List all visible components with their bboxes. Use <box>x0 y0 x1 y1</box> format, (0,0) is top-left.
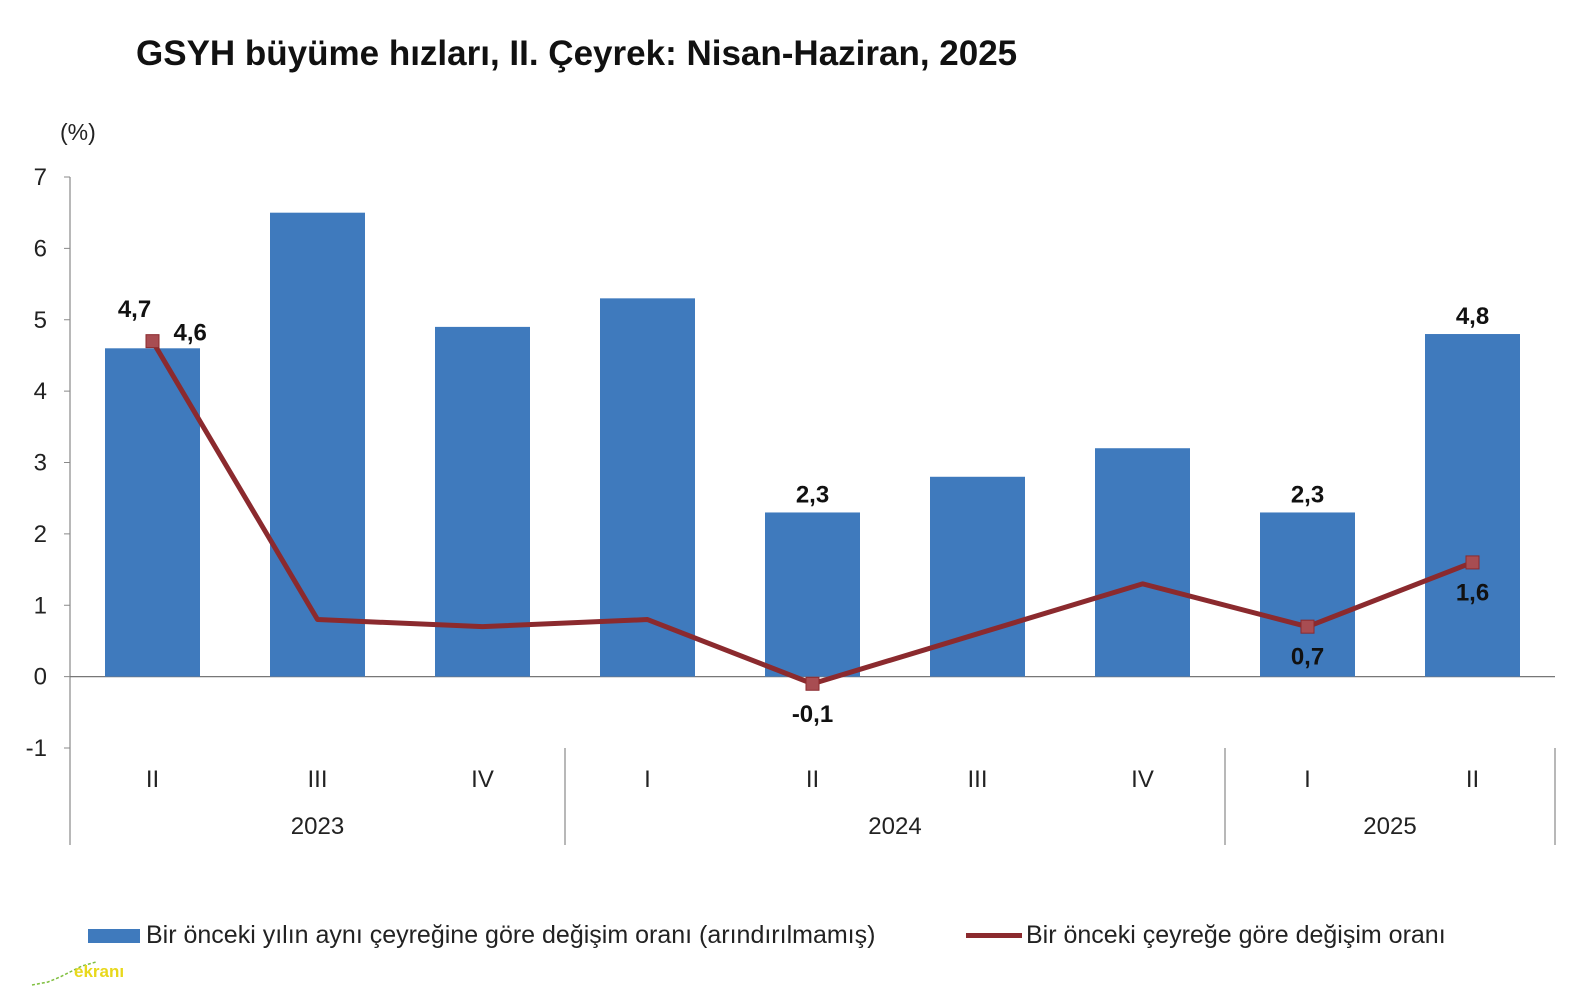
x-category-label: I <box>1304 766 1311 793</box>
line-data-label: 1,6 <box>1456 579 1489 606</box>
y-tick-label: 2 <box>34 521 47 548</box>
bar <box>270 212 365 677</box>
line-marker <box>145 334 160 349</box>
x-category-label: IV <box>471 766 494 793</box>
bar <box>105 348 200 677</box>
watermark-logo: ekranı <box>30 958 140 988</box>
x-category-label: I <box>644 766 651 793</box>
x-category-label: II <box>1466 766 1479 793</box>
legend-bar-label: Bir önceki yılın aynı çeyreğine göre değ… <box>146 921 876 949</box>
x-category-label: II <box>146 766 159 793</box>
line-marker <box>1465 555 1480 570</box>
bar <box>435 326 530 677</box>
line-data-label: 4,7 <box>118 296 151 323</box>
legend-item-line: Bir önceki çeyreğe göre değişim oranı <box>966 921 1446 950</box>
x-category-label: III <box>307 766 327 793</box>
y-axis-unit: (%) <box>60 119 96 145</box>
y-tick-label: 1 <box>34 592 47 619</box>
data-labels: 4,6 2,3 2,3 4,8 4,7 -0,1 0,7 1,6 <box>118 296 1489 728</box>
chart-title: GSYH büyüme hızları, II. Çeyrek: Nisan-H… <box>136 34 1018 73</box>
line-series <box>145 334 1480 691</box>
y-tick-label: 6 <box>34 235 47 262</box>
x-category-label: III <box>967 766 987 793</box>
bar-data-label: 4,6 <box>174 319 207 346</box>
bar-series <box>105 212 1520 677</box>
line-data-label: -0,1 <box>792 701 833 728</box>
bar-data-label: 4,8 <box>1456 303 1489 330</box>
legend-bar-swatch <box>88 928 140 943</box>
x-category-label: IV <box>1131 766 1154 793</box>
legend-line-swatch <box>966 933 1022 938</box>
bar <box>1095 448 1190 677</box>
legend-item-bar: Bir önceki yılın aynı çeyreğine göre değ… <box>88 921 875 950</box>
bar-data-label: 2,3 <box>1291 481 1324 508</box>
x-category-label: II <box>806 766 819 793</box>
bar <box>765 512 860 677</box>
y-tick-label: 0 <box>34 664 47 691</box>
legend-line-label: Bir önceki çeyreğe göre değişim oranı <box>1026 921 1446 949</box>
y-tick-label: 7 <box>34 164 47 191</box>
bar <box>600 298 695 677</box>
x-year-label: 2025 <box>1363 813 1416 840</box>
line-marker <box>1300 619 1315 634</box>
bar <box>930 476 1025 677</box>
watermark-text: ekranı <box>74 962 125 981</box>
bar-data-label: 2,3 <box>796 481 829 508</box>
x-year-label: 2023 <box>291 813 344 840</box>
y-tick-label: 5 <box>34 307 47 334</box>
bar <box>1425 334 1520 677</box>
x-year-label: 2024 <box>868 813 921 840</box>
y-tick-label: 4 <box>34 378 47 405</box>
y-tick-label: 3 <box>34 450 47 477</box>
watermark-graphic <box>31 961 97 986</box>
line-data-label: 0,7 <box>1291 644 1324 671</box>
line-marker <box>805 676 820 691</box>
bar <box>1260 512 1355 677</box>
y-tick-label: -1 <box>26 735 47 762</box>
